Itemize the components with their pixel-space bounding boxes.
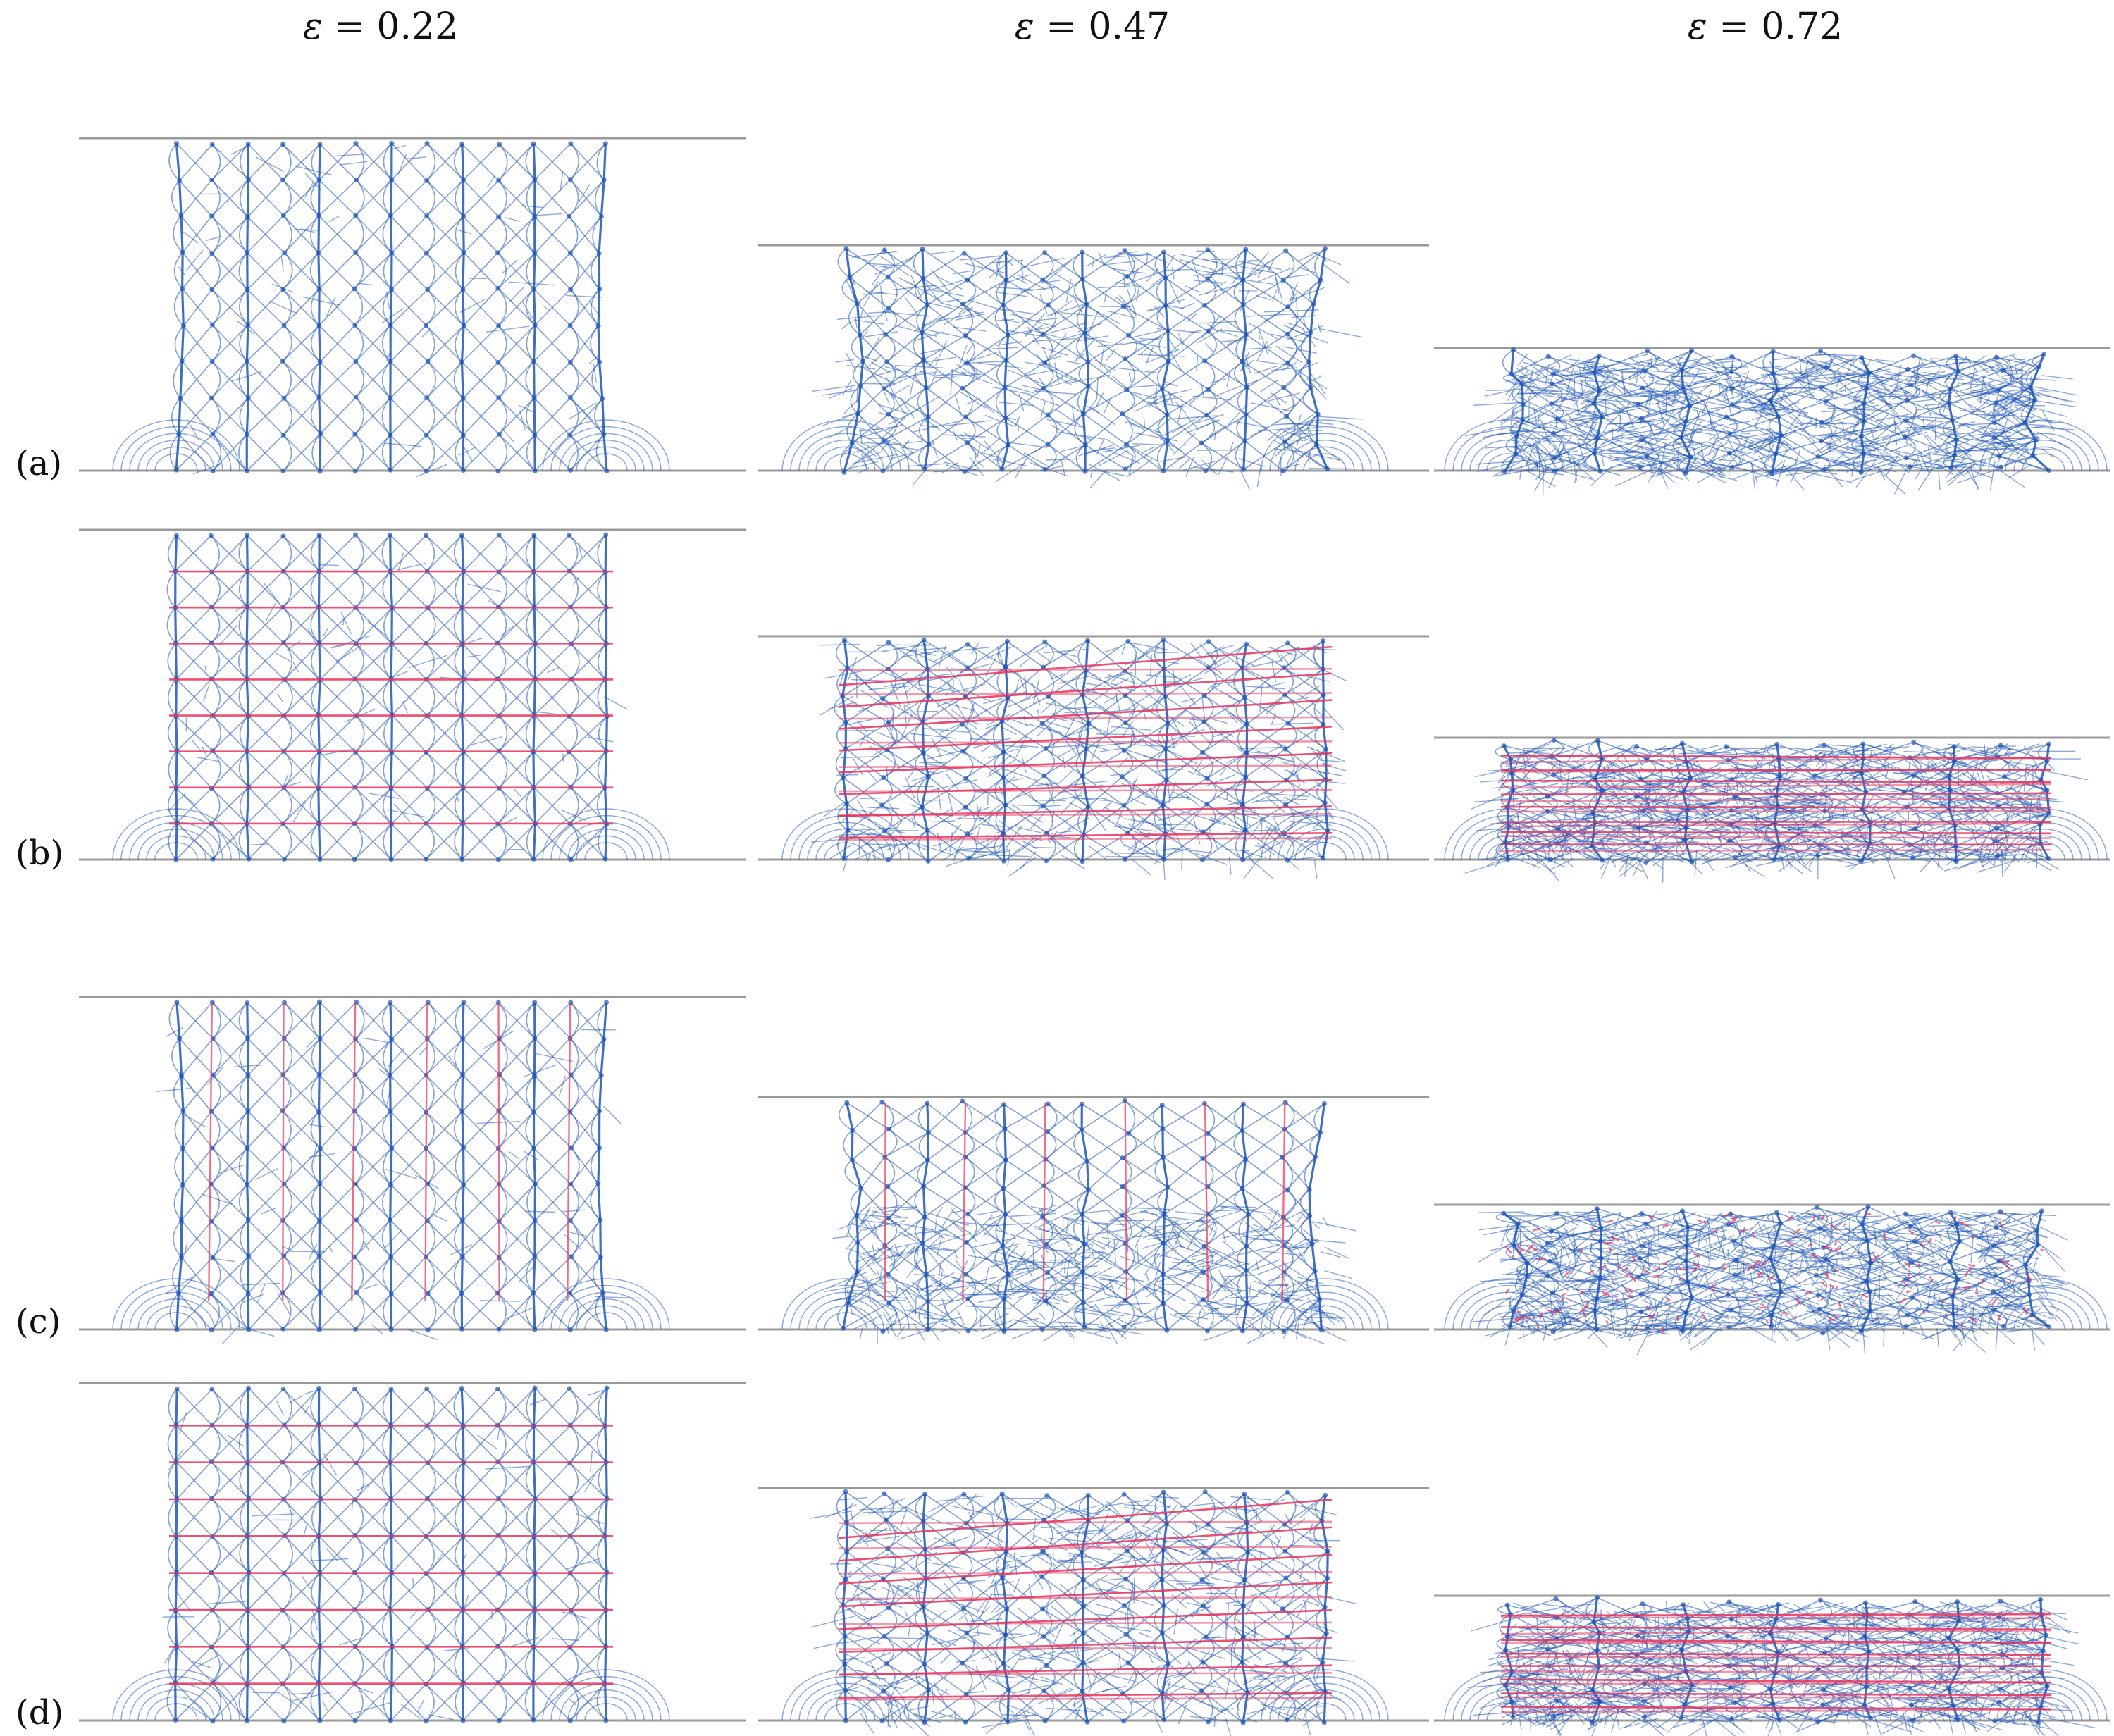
column-header-3: ε = 0.72 (1554, 6, 1977, 48)
vertical-struts (1503, 349, 2050, 474)
panel-d-col1 (79, 1382, 746, 1724)
reinforcement-rods (208, 1002, 571, 1302)
panel-c-col2 (758, 1096, 1429, 1345)
panel-b-col1 (79, 528, 746, 862)
lattice-struts (168, 142, 607, 472)
row-label-b: (b) (16, 833, 64, 873)
edge-arcs (1444, 419, 2108, 471)
compacted-struts (167, 543, 628, 862)
vertical-struts (174, 534, 608, 860)
lattice-nodes (1501, 1204, 2052, 1336)
reinforcement-rods (169, 1425, 613, 1685)
panel-c-col3 (1434, 1203, 2110, 1356)
vertical-struts (174, 1387, 608, 1721)
lattice-struts (166, 1387, 607, 1722)
vertical-struts (842, 1102, 1326, 1332)
vertical-struts (175, 1001, 608, 1330)
row-label-d: (d) (16, 1693, 64, 1732)
edge-arcs (781, 1278, 1389, 1330)
panel-a-col3 (1434, 347, 2110, 496)
panel-a-col1 (79, 137, 746, 478)
lattice-nodes (174, 999, 610, 1333)
panel-c-col1 (79, 996, 746, 1345)
reinforcement-rods (838, 1499, 1333, 1701)
vertical-struts (175, 143, 608, 471)
lattice-nodes (1502, 347, 2052, 476)
column-header-3-value: = 0.72 (1707, 6, 1843, 48)
panel-b-col2 (758, 635, 1429, 880)
panel-d-col2 (758, 1487, 1429, 1736)
vertical-struts (843, 248, 1329, 473)
lattice-struts (168, 1001, 607, 1331)
column-header-3-symbol: ε (1687, 6, 1707, 48)
panel-b-col3 (1434, 736, 2110, 883)
edge-arcs (112, 1669, 670, 1721)
reinforcement-rods (169, 570, 613, 825)
row-label-a: (a) (16, 444, 63, 483)
reinforcement-rods (1500, 755, 2051, 852)
row-label-c: (c) (16, 1302, 61, 1341)
column-header-1: ε = 0.22 (169, 6, 592, 48)
column-header-1-symbol: ε (302, 6, 323, 48)
panel-d-col3 (1434, 1594, 2110, 1736)
compacted-struts (162, 1389, 605, 1723)
compacted-struts (812, 250, 1363, 490)
column-header-2: ε = 0.47 (881, 6, 1304, 48)
edge-arcs (112, 1278, 670, 1330)
lattice-nodes (173, 140, 610, 474)
reinforcement-rods (1500, 1613, 2051, 1713)
lattice-nodes (840, 637, 1330, 864)
column-header-1-value: = 0.22 (322, 6, 459, 48)
column-header-2-symbol: ε (1014, 6, 1034, 48)
reinforcement-rods (884, 1102, 1286, 1302)
compacted-struts (810, 1493, 1356, 1736)
panel-a-col2 (758, 244, 1429, 490)
lattice-struts (837, 1100, 1325, 1332)
reinforcement-rods (838, 645, 1333, 841)
reinforcement-rods (1504, 1211, 2044, 1332)
lattice-struts (166, 534, 607, 860)
edge-arcs (781, 419, 1389, 471)
column-header-2-value: = 0.47 (1034, 6, 1170, 48)
lattice-nodes (841, 246, 1330, 475)
